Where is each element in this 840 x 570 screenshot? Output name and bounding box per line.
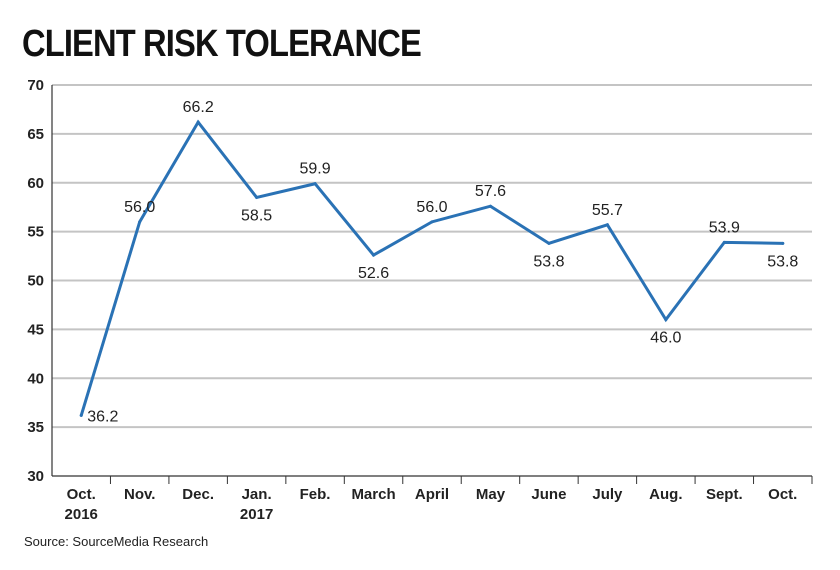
data-label: 52.6 xyxy=(358,265,389,282)
x-tick-label: March xyxy=(351,486,395,503)
data-label: 58.5 xyxy=(241,207,272,224)
series-line xyxy=(79,119,785,417)
data-point xyxy=(547,241,551,245)
x-tick-label: Nov. xyxy=(124,486,155,503)
x-tick-label: Jan. xyxy=(242,486,272,503)
axes xyxy=(51,85,813,484)
data-label: 53.9 xyxy=(709,219,740,236)
y-tick-label: 35 xyxy=(27,419,44,436)
y-tick-label: 30 xyxy=(27,468,44,485)
data-point xyxy=(138,220,142,224)
gridlines xyxy=(52,84,812,429)
data-point xyxy=(605,223,609,227)
chart-title: CLIENT RISK TOLERANCE xyxy=(22,23,422,65)
data-point xyxy=(196,120,200,124)
x-tick-label: 2017 xyxy=(240,506,273,523)
data-point xyxy=(313,182,317,186)
y-tick-label: 50 xyxy=(27,273,44,290)
x-tick-label: May xyxy=(476,486,506,503)
data-label: 56.0 xyxy=(124,199,155,216)
x-tick-label: Dec. xyxy=(182,486,214,503)
data-point xyxy=(781,241,785,245)
data-label: 53.8 xyxy=(767,253,798,270)
series-layer xyxy=(79,119,785,417)
x-tick-label: Oct. xyxy=(768,486,797,503)
y-tick-label: 40 xyxy=(27,370,44,387)
x-tick-label: Sept. xyxy=(706,486,743,503)
data-point xyxy=(255,195,259,199)
y-axis-tick-labels: 30 35 40 45 50 55 60 65 70 xyxy=(27,77,44,485)
y-tick-label: 45 xyxy=(27,321,44,338)
y-tick-label: 55 xyxy=(27,224,44,241)
data-point xyxy=(664,318,668,322)
data-point xyxy=(722,240,726,244)
data-label: 59.9 xyxy=(300,161,331,178)
data-point xyxy=(488,204,492,208)
x-tick-label: 2016 xyxy=(65,506,98,523)
x-tick-label: April xyxy=(415,486,449,503)
data-label: 57.6 xyxy=(475,183,506,200)
data-label: 53.8 xyxy=(533,253,564,270)
data-point xyxy=(372,253,376,257)
data-label: 56.0 xyxy=(416,199,447,216)
y-tick-label: 65 xyxy=(27,126,44,143)
data-point xyxy=(79,413,83,417)
y-tick-label: 70 xyxy=(27,77,44,94)
data-label: 66.2 xyxy=(183,99,214,116)
data-label: 46.0 xyxy=(650,330,681,347)
x-tick-label: June xyxy=(531,486,566,503)
x-tick-label: July xyxy=(592,486,623,503)
data-label: 55.7 xyxy=(592,202,623,219)
data-label: 36.2 xyxy=(87,408,118,425)
source-note: Source: SourceMedia Research xyxy=(24,534,209,549)
x-tick-label: Aug. xyxy=(649,486,682,503)
x-axis-tick-labels: Oct. 2016 Nov. Dec. Jan. 2017 Feb. March April Ma… xyxy=(65,486,798,523)
data-labels: 36.2 56.0 66.2 58.5 59.9 52.6 56.0 57.6 53.8 55.7… xyxy=(87,99,798,425)
data-point xyxy=(430,220,434,224)
x-tick-label: Oct. xyxy=(67,486,96,503)
y-tick-label: 60 xyxy=(27,175,44,192)
x-tick-label: Feb. xyxy=(300,486,331,503)
